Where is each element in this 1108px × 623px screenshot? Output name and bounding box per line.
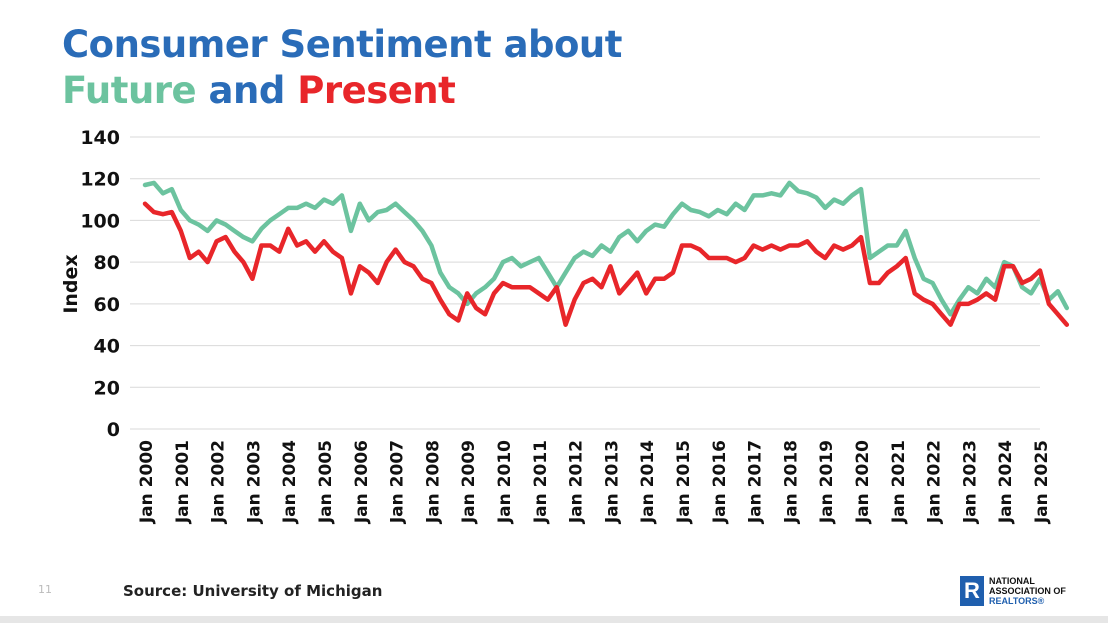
- title-and: and: [208, 69, 286, 112]
- y-tick-label: 0: [107, 419, 120, 441]
- x-tick-label: Jan 2016: [710, 440, 730, 524]
- source-note: Source: University of Michigan: [123, 582, 383, 600]
- title-line-2: Future and Present: [62, 68, 622, 114]
- y-tick-label: 80: [94, 252, 120, 274]
- x-tick-label: Jan 2003: [244, 440, 264, 524]
- x-tick-label: Jan 2019: [817, 440, 837, 524]
- y-tick-label: 100: [80, 210, 120, 232]
- x-tick-label: Jan 2006: [352, 440, 372, 524]
- x-tick-label: Jan 2011: [531, 440, 551, 524]
- x-tick-label: Jan 2002: [209, 440, 229, 524]
- y-tick-label: 140: [80, 127, 120, 149]
- x-tick-label: Jan 2008: [423, 440, 443, 524]
- bottom-bar: [0, 616, 1108, 623]
- title-present: Present: [297, 69, 456, 112]
- realtor-r-icon: R: [960, 576, 984, 606]
- x-tick-label: Jan 2007: [388, 440, 408, 524]
- x-tick-label: Jan 2021: [889, 440, 909, 524]
- x-tick-label: Jan 2018: [781, 440, 801, 524]
- y-tick-label: 20: [94, 377, 120, 399]
- x-tick-label: Jan 2023: [960, 440, 980, 524]
- x-tick-label: Jan 2005: [316, 440, 336, 524]
- x-tick-label: Jan 2020: [853, 440, 873, 524]
- chart-title: Consumer Sentiment about Future and Pres…: [62, 22, 622, 114]
- y-tick-label: 60: [94, 294, 120, 316]
- x-tick-label: Jan 2022: [925, 440, 945, 524]
- x-tick-label: Jan 2012: [567, 440, 587, 524]
- y-axis-label: Index: [60, 254, 82, 313]
- x-tick-label: Jan 2000: [137, 440, 157, 524]
- x-tick-label: Jan 2004: [280, 440, 300, 524]
- x-tick-label: Jan 2025: [1032, 440, 1052, 524]
- y-tick-label: 120: [80, 169, 120, 191]
- title-future: Future: [62, 69, 197, 112]
- series-line-present: [142, 201, 1070, 327]
- page-number: 11: [38, 583, 52, 596]
- y-tick-label: 40: [94, 336, 120, 358]
- series-line-future: [142, 180, 1070, 317]
- x-tick-label: Jan 2024: [996, 440, 1016, 524]
- x-tick-label: Jan 2001: [173, 440, 193, 524]
- x-tick-label: Jan 2015: [674, 440, 694, 524]
- nar-logo: R NATIONAL ASSOCIATION OF REALTORS®: [960, 576, 1066, 606]
- title-line-1: Consumer Sentiment about: [62, 23, 622, 66]
- x-tick-label: Jan 2010: [495, 440, 515, 524]
- x-tick-label: Jan 2014: [638, 440, 658, 524]
- x-tick-label: Jan 2009: [459, 440, 479, 524]
- x-tick-label: Jan 2017: [746, 440, 766, 524]
- x-tick-label: Jan 2013: [602, 440, 622, 524]
